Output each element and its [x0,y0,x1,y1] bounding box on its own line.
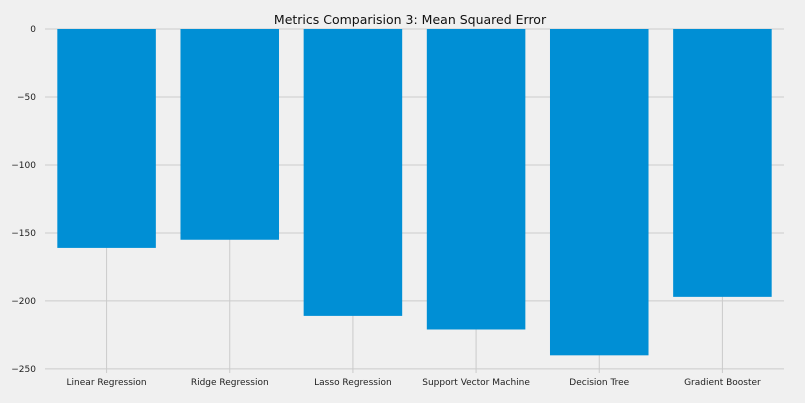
x-tick-label: Decision Tree [569,378,629,388]
y-tick-label: −50 [17,93,36,103]
y-axis-ticks: 0 −50 −100 −150 −200 −250 [11,25,36,375]
y-tick-label: 0 [30,25,36,35]
x-tick-label: Gradient Booster [684,378,761,388]
bar [549,29,649,356]
bar [180,29,280,240]
bar [673,29,772,297]
y-tick-label: −250 [11,365,36,375]
y-tick-label: −100 [11,161,36,171]
x-tick-label: Ridge Regression [191,378,269,388]
y-tick-label: −200 [11,297,36,307]
x-tick-label: Support Vector Machine [422,378,530,388]
chart-title: Metrics Comparision 3: Mean Squared Erro… [274,12,547,27]
bar [57,29,156,248]
y-tick-label: −150 [11,229,36,239]
bar [426,29,526,330]
x-tick-label: Lasso Regression [314,378,392,388]
bars [57,29,772,356]
x-axis-ticks: Linear Regression Ridge Regression Lasso R… [67,378,761,388]
bar [303,29,403,316]
x-tick-label: Linear Regression [67,378,147,388]
